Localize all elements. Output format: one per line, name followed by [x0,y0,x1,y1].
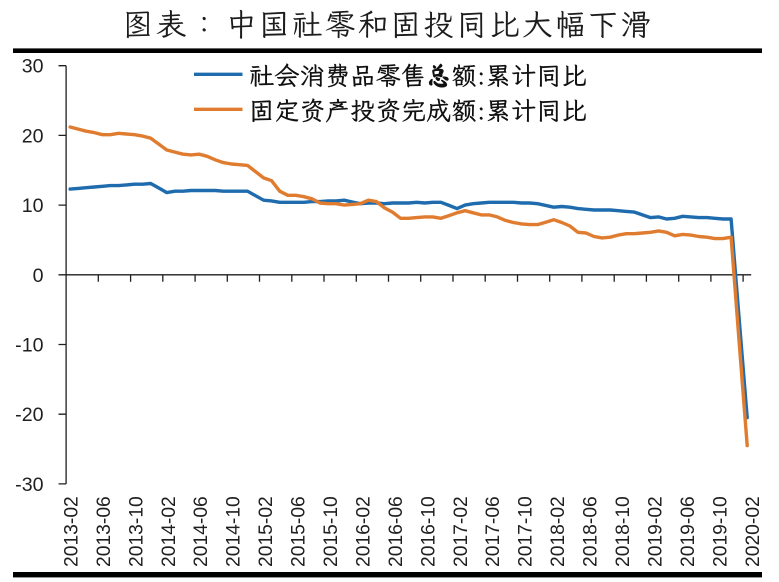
svg-text:2018-02: 2018-02 [548,496,569,567]
svg-text:2018-06: 2018-06 [581,496,602,567]
svg-text:2017-10: 2017-10 [516,496,537,567]
svg-text:2020-02: 2020-02 [743,496,764,567]
svg-text:2019-06: 2019-06 [678,496,699,567]
svg-text:2014-06: 2014-06 [191,496,212,567]
svg-text:2018-10: 2018-10 [613,496,634,567]
svg-text:2017-06: 2017-06 [483,496,504,567]
svg-text:-20: -20 [15,404,43,426]
svg-text:2013-06: 2013-06 [94,496,115,567]
svg-text:2017-02: 2017-02 [451,496,472,567]
svg-text:10: 10 [22,195,44,217]
svg-text:20: 20 [22,125,44,147]
svg-text:2015-10: 2015-10 [321,496,342,567]
svg-text:2014-02: 2014-02 [159,496,180,567]
svg-text:2016-10: 2016-10 [418,496,439,567]
svg-text:2013-10: 2013-10 [126,496,147,567]
svg-text:2015-06: 2015-06 [289,496,310,567]
svg-text:0: 0 [33,265,44,287]
svg-text:2019-02: 2019-02 [646,496,667,567]
svg-text:2016-06: 2016-06 [386,496,407,567]
svg-text:30: 30 [22,56,44,78]
svg-text:2013-02: 2013-02 [61,496,82,567]
svg-text:-30: -30 [15,474,43,496]
svg-text:2014-10: 2014-10 [224,496,245,567]
svg-text:2019-10: 2019-10 [710,496,731,567]
svg-text:2016-02: 2016-02 [354,496,375,567]
svg-text:-10: -10 [15,335,43,357]
svg-text:2015-02: 2015-02 [256,496,277,567]
